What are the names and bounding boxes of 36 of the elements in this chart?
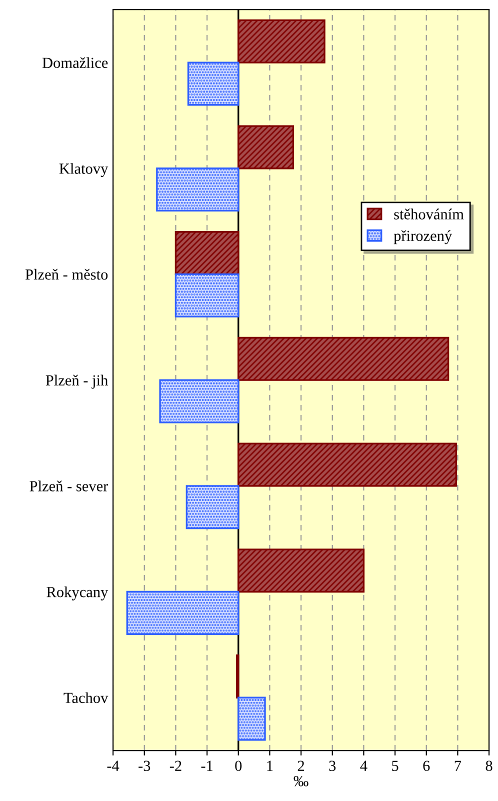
x-tick-label: -1 bbox=[201, 760, 212, 771]
y-tick-label: Klatovy bbox=[59, 163, 108, 177]
y-tick-label: Plzeň - město bbox=[25, 268, 108, 280]
legend-label: stěhováním bbox=[394, 208, 464, 220]
bar bbox=[238, 336, 450, 381]
x-tick-label: 6 bbox=[423, 760, 430, 772]
y-tick-label: Domažlice bbox=[42, 57, 108, 68]
bar bbox=[126, 590, 240, 635]
x-tick-label: 3 bbox=[329, 760, 336, 772]
x-tick-label: 4 bbox=[360, 760, 368, 771]
x-tick-label: 1 bbox=[267, 760, 273, 771]
x-tick-label: -2 bbox=[170, 760, 182, 771]
y-tick-label: Plzeň - jih bbox=[46, 374, 108, 389]
x-tick-label: -3 bbox=[138, 760, 150, 772]
x-tick-label: 2 bbox=[298, 760, 304, 771]
bar bbox=[156, 168, 240, 212]
x-tick-label: 0 bbox=[235, 760, 242, 772]
x-tick-label: 8 bbox=[486, 760, 492, 772]
bar bbox=[159, 379, 240, 424]
y-tick-label: Plzeň - sever bbox=[30, 480, 108, 492]
bar bbox=[238, 696, 266, 741]
y-tick-label: Rokycany bbox=[46, 586, 108, 600]
bar bbox=[186, 485, 240, 530]
x-tick-label: 5 bbox=[392, 760, 398, 772]
bar bbox=[238, 125, 294, 170]
bar bbox=[238, 548, 365, 593]
bar bbox=[238, 442, 457, 487]
bar bbox=[174, 231, 240, 276]
x-axis-title: ‰ bbox=[294, 776, 308, 786]
y-tick-label: Tachov bbox=[64, 692, 108, 704]
x-tick-label: 7 bbox=[454, 760, 462, 771]
bar bbox=[187, 62, 240, 106]
bar bbox=[174, 273, 240, 318]
bar bbox=[238, 19, 326, 64]
legend-label: přirozený bbox=[394, 230, 452, 244]
x-tick-label: -4 bbox=[107, 760, 120, 771]
